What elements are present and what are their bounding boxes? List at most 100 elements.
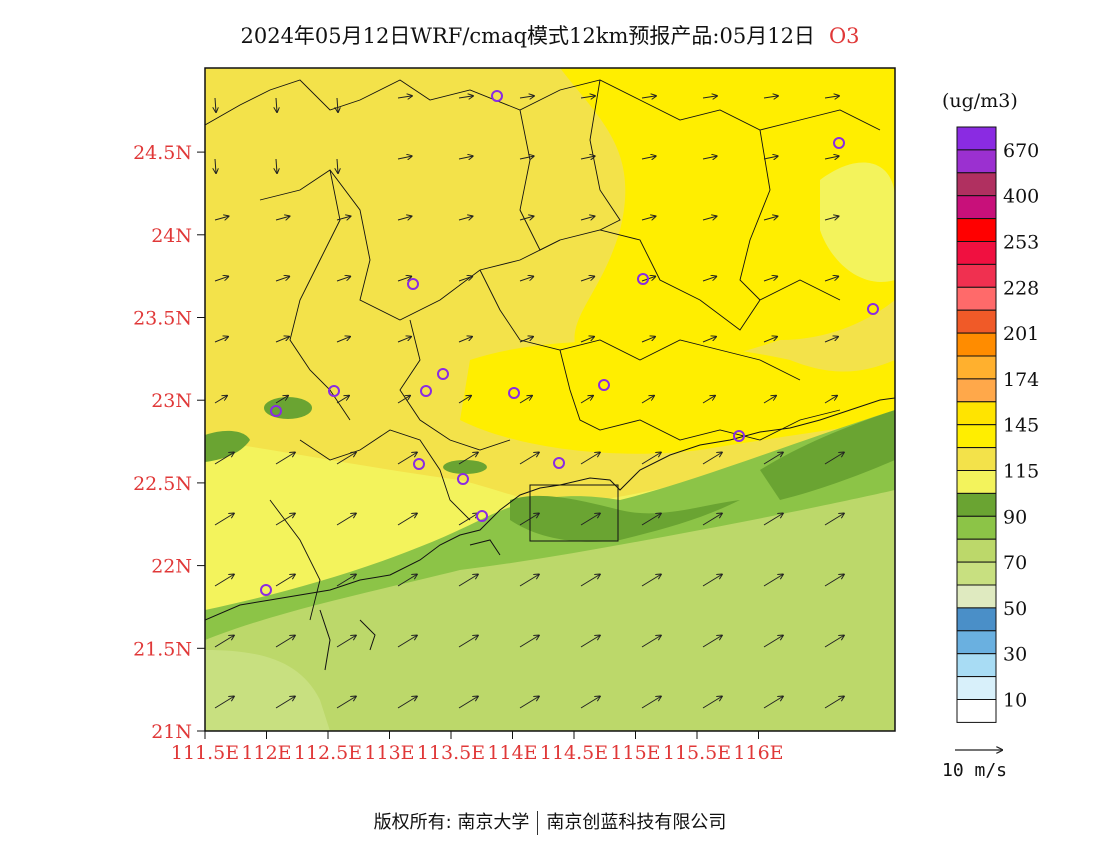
wind-arrow <box>458 276 472 282</box>
wind-arrow <box>275 636 295 648</box>
legend-swatch <box>956 263 997 288</box>
wind-arrow <box>580 337 594 343</box>
legend-label: 115 <box>1003 461 1039 483</box>
wind-arrow <box>336 337 350 343</box>
wind-arrow <box>275 697 295 709</box>
wind-arrow <box>641 216 655 220</box>
footer-right: 南京创蓝科技有限公司 <box>546 812 727 833</box>
wind-arrow <box>275 453 295 465</box>
coastline <box>205 397 895 671</box>
wind-arrow <box>763 337 777 343</box>
wind-arrow <box>641 514 661 526</box>
station-marker <box>637 273 649 285</box>
wind-arrow <box>702 276 716 282</box>
wind-arrow <box>580 396 593 404</box>
wind-arrow <box>641 96 656 98</box>
y-tick-label: 21.5N <box>133 638 192 660</box>
legend-swatch <box>956 447 997 472</box>
wind-arrow <box>275 575 295 587</box>
wind-arrow <box>458 575 478 587</box>
wind-arrow <box>702 636 722 648</box>
legend-swatch <box>956 195 997 220</box>
wind-arrow <box>824 276 838 282</box>
station-marker <box>328 385 340 397</box>
x-tick-label: 114.5E <box>540 742 608 764</box>
wind-arrow <box>641 337 655 343</box>
station-marker <box>491 90 503 102</box>
wind-arrow <box>397 337 411 343</box>
wind-arrow <box>397 575 417 587</box>
wind-arrow <box>824 396 837 404</box>
wind-arrow <box>519 337 533 343</box>
legend-label: 145 <box>1003 415 1039 437</box>
wind-arrow <box>336 697 356 709</box>
wind-arrow <box>824 453 844 465</box>
x-tick-label: 112.5E <box>294 742 362 764</box>
legend-swatch <box>956 699 997 723</box>
hk-box <box>529 484 619 542</box>
wind-arrow <box>336 514 356 526</box>
y-tick-label: 22.5N <box>133 473 192 495</box>
field-green-dark-east <box>760 410 895 500</box>
wind-arrow <box>214 276 228 282</box>
field-green-dark-bay <box>510 495 740 542</box>
wind-arrow <box>275 514 295 526</box>
wind-arrow <box>519 156 534 159</box>
wind-arrow <box>397 276 411 282</box>
legend-units: (ug/m3) <box>942 90 1018 112</box>
wind-arrow <box>519 396 532 404</box>
wind-arrow <box>397 514 417 526</box>
wind-arrow <box>824 96 839 98</box>
wind-arrow <box>763 575 783 587</box>
wind-arrow <box>337 97 338 112</box>
wind-arrow <box>702 575 722 587</box>
wind-arrow <box>275 216 289 220</box>
wind-arrow <box>702 453 722 465</box>
wind-arrow <box>276 158 277 173</box>
wind-arrow <box>763 216 777 220</box>
wind-arrow <box>275 396 288 404</box>
wind-arrow <box>763 697 783 709</box>
station-marker <box>413 458 425 470</box>
map-title: 2024年05月12日WRF/cmaq模式12km预报产品:05月12日 O3 <box>0 20 1100 50</box>
station-marker <box>508 387 520 399</box>
station-marker <box>476 510 488 522</box>
x-tick-label: 111.5E <box>171 742 239 764</box>
wind-arrow <box>458 156 473 159</box>
wind-arrow <box>580 636 600 648</box>
footer-left: 版权所有: 南京大学 <box>373 812 530 833</box>
wind-arrow <box>397 697 417 709</box>
wind-arrow <box>641 453 661 465</box>
wind-arrow <box>702 216 716 220</box>
wind-arrow <box>336 453 356 465</box>
station-markers <box>260 90 879 596</box>
wind-arrow <box>702 156 717 159</box>
wind-arrow <box>580 514 600 526</box>
wind-arrow <box>214 453 234 465</box>
legend-swatch <box>956 630 997 655</box>
x-tick-label: 116E <box>733 742 783 764</box>
x-tick-label: 112E <box>241 742 291 764</box>
wind-arrow <box>824 216 838 220</box>
legend-swatch <box>956 401 997 426</box>
wind-arrow <box>580 453 600 465</box>
wind-arrow <box>397 453 417 465</box>
wind-arrow <box>519 96 534 98</box>
wind-reference-label: 10 m/s <box>942 760 1008 781</box>
wind-arrow <box>702 514 722 526</box>
plot-frame <box>204 67 896 732</box>
wind-arrow <box>763 156 778 159</box>
wind-arrow <box>763 514 783 526</box>
wind-arrow <box>763 276 777 282</box>
wind-arrow <box>824 156 839 159</box>
y-tick-label: 23N <box>151 390 192 412</box>
legend-label: 10 <box>1003 690 1027 712</box>
station-marker <box>553 457 565 469</box>
wind-arrow <box>458 96 473 98</box>
wind-arrow <box>276 97 277 112</box>
wind-arrow <box>519 697 539 709</box>
wind-arrow <box>580 276 594 282</box>
wind-arrow <box>214 396 227 404</box>
station-marker <box>733 430 745 442</box>
color-legend: 670 400 253 228 201 174 145 115 90 70 50 30 10 <box>956 126 1039 723</box>
